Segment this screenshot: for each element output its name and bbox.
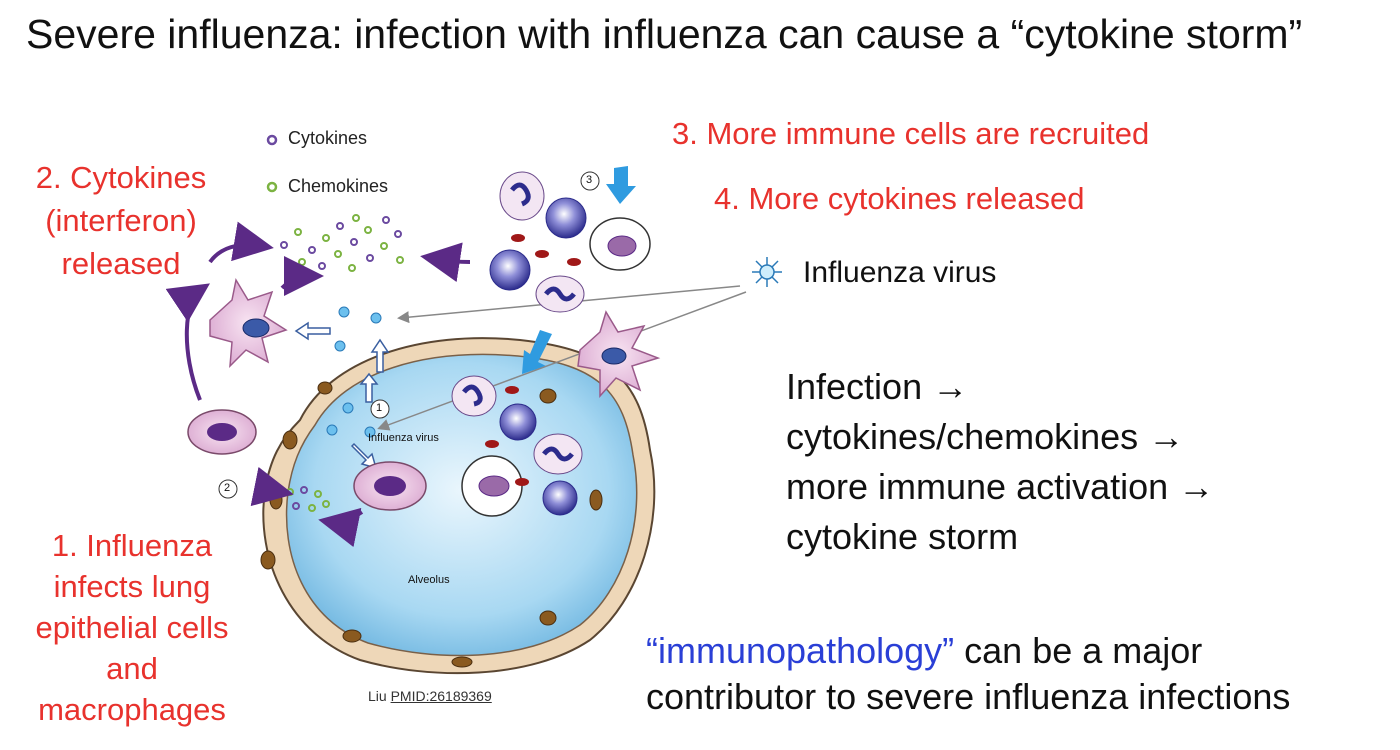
cytokine-legend-dot	[266, 134, 278, 146]
slide-title: Severe influenza: infection with influen…	[26, 11, 1303, 57]
alveolus-label: Alveolus	[408, 574, 450, 586]
step-3-text: 3. More immune cells are recruited	[672, 116, 1150, 151]
infected-cell-center	[353, 461, 427, 511]
chain-line-4: cytokine storm	[786, 516, 1019, 557]
chain-line-3: more immune activation →	[786, 466, 1215, 507]
lymphocytes	[489, 197, 587, 516]
cytokine-cloud	[280, 214, 404, 272]
white-cell-center	[461, 455, 523, 517]
step-markers	[218, 171, 600, 499]
conclusion-rest: can be a major	[954, 630, 1203, 671]
infected-cell-left	[187, 409, 257, 455]
marker-2: 2	[224, 482, 231, 494]
causal-chain: Infection → cytokines/chemokines → more …	[786, 362, 1214, 562]
step-4-text: 4. More cytokines released	[714, 181, 1085, 216]
marker-1: 1	[376, 402, 383, 414]
virus-particles	[326, 306, 382, 438]
marker-3: 3	[586, 174, 593, 186]
chemokine-legend-dot	[266, 181, 278, 193]
legend-cytokines: Cytokines	[288, 128, 368, 148]
pmid-link[interactable]: PMID:26189369	[390, 688, 492, 704]
purple-arrows	[165, 221, 471, 548]
white-arrows	[294, 321, 390, 470]
neutrophils	[451, 171, 585, 475]
red-blood-cells	[485, 234, 581, 486]
chain-line-2: cytokines/chemokines →	[786, 416, 1185, 457]
macrophage-left	[209, 277, 288, 368]
conclusion-line-2: contributor to severe influenza infectio…	[646, 676, 1291, 717]
immunopathology-term: “immunopathology”	[646, 630, 955, 671]
influenza-virus-icon	[752, 257, 782, 287]
legend-influenza-virus: Influenza virus	[803, 256, 997, 289]
chain-line-1: Infection →	[786, 366, 969, 407]
blue-arrows	[522, 166, 636, 374]
step-1-text: 1. Influenza infects lung epithelial cel…	[35, 528, 229, 727]
legend-chemokines: Chemokines	[288, 176, 389, 196]
step-2-text: 2. Cytokines (interferon) released	[35, 160, 207, 281]
macrophage-right	[577, 310, 661, 398]
conclusion: “immunopathology” can be a major contrib…	[646, 628, 1290, 720]
citation: Liu PMID:26189369	[368, 688, 492, 704]
white-cell-top	[589, 217, 651, 271]
citation-author: Liu	[368, 688, 391, 704]
diagram-virus-label: Influenza virus	[368, 432, 439, 444]
